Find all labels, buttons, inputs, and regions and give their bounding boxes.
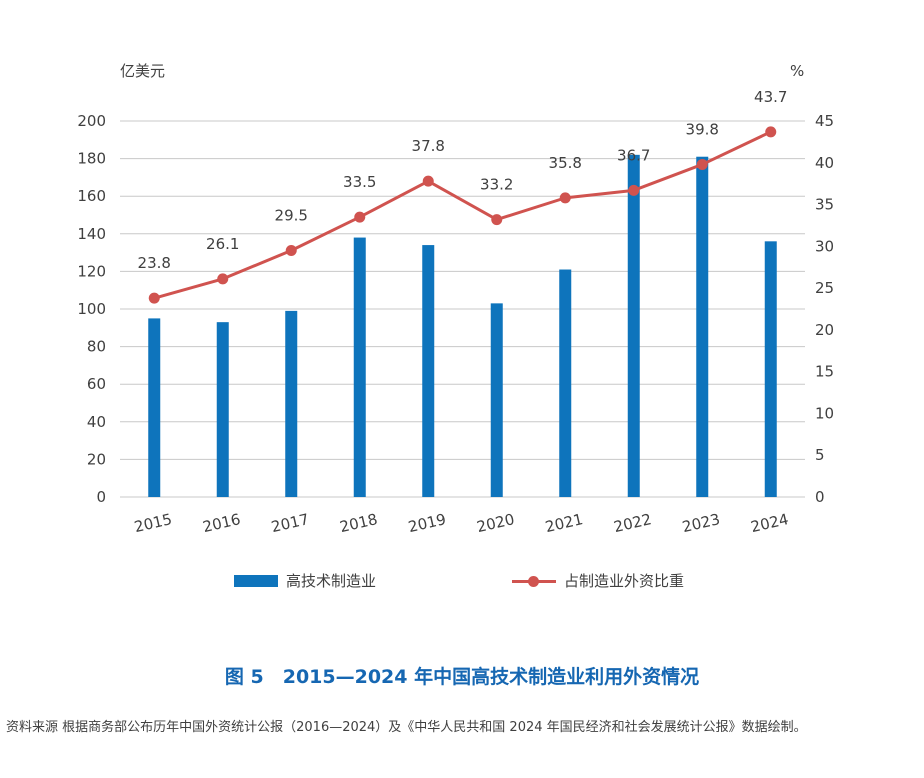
bar [285, 310, 298, 497]
right-tick-label: 5 [815, 446, 825, 464]
bar [559, 269, 572, 497]
left-tick-label: 60 [87, 375, 106, 393]
line-point [559, 192, 571, 204]
legend-bar-item: 高技术制造业 [234, 570, 376, 591]
right-tick-label: 45 [815, 112, 834, 130]
line-data-label: 23.8 [138, 254, 171, 272]
right-tick-label: 0 [815, 488, 825, 506]
line-data-label: 39.8 [686, 120, 719, 138]
x-tick-label: 2015 [132, 510, 173, 536]
line-data-label: 26.1 [206, 235, 239, 253]
line-point [696, 158, 708, 170]
figure-source: 资料来源 根据商务部公布历年中国外资统计公报（2016—2024）及《中华人民共… [6, 720, 807, 735]
line-path [153, 130, 772, 300]
right-tick-label: 10 [815, 404, 834, 422]
line-data-label: 33.5 [343, 173, 376, 191]
x-tick-label: 2020 [475, 510, 516, 536]
bar [422, 245, 435, 497]
left-tick-label: 140 [77, 225, 106, 243]
chart: 亿美元 % 0 20 40 60 80 100 120 140 160 180 200 0 5 10 15… [77, 62, 834, 536]
legend-line-label: 占制造业外资比重 [564, 572, 685, 590]
right-tick-label: 15 [815, 363, 834, 381]
line-point [148, 292, 160, 304]
left-tick-label: 120 [77, 262, 106, 280]
bar [216, 322, 229, 497]
right-tick-label: 30 [815, 237, 834, 255]
right-axis-unit: % [790, 62, 804, 80]
line-data-label: 37.8 [412, 137, 445, 155]
right-tick-label: 35 [815, 196, 834, 214]
left-tick-label: 100 [77, 300, 106, 318]
right-tick-label: 20 [815, 321, 834, 339]
figure-title: 图 5 2015—2024 年中国高技术制造业利用外资情况 [224, 666, 700, 688]
line-point [628, 184, 640, 196]
x-tick-label: 2019 [406, 510, 447, 536]
line-point [491, 214, 503, 226]
left-tick-label: 40 [87, 413, 106, 431]
x-tick-label: 2024 [749, 510, 790, 536]
x-tick-label: 2022 [612, 510, 653, 536]
left-tick-label: 0 [96, 488, 106, 506]
line-data-label: 36.7 [617, 146, 650, 164]
right-tick-label: 40 [815, 154, 834, 172]
right-axis-ticks: 0 5 10 15 20 25 30 35 40 45 [815, 112, 834, 506]
line-data-label: 33.2 [480, 176, 513, 194]
x-tick-label: 2018 [338, 510, 379, 536]
left-axis-unit: 亿美元 [120, 62, 165, 80]
left-tick-label: 20 [87, 450, 106, 468]
bar [696, 156, 709, 497]
left-tick-label: 180 [77, 150, 106, 168]
line-point [217, 273, 229, 285]
x-axis-ticks: 2015 2016 2017 2018 2019 2020 2021 2022 2023 2024 [132, 510, 790, 536]
line-point [765, 126, 777, 138]
line-point [422, 175, 434, 187]
x-tick-label: 2021 [543, 510, 584, 536]
left-tick-label: 80 [87, 338, 106, 356]
line-data-label: 29.5 [275, 207, 308, 225]
legend-line-swatch [512, 575, 556, 587]
bar [353, 237, 366, 497]
line-series: 23.8 26.1 29.5 33.5 37.8 33.2 35.8 36.7 39.8 43.7 [138, 88, 787, 304]
x-tick-label: 2017 [269, 510, 310, 536]
legend-line-item: 占制造业外资比重 [512, 570, 684, 591]
line-point [285, 245, 297, 257]
legend-bar-label: 高技术制造业 [286, 572, 377, 590]
x-tick-label: 2016 [201, 510, 242, 536]
left-tick-label: 200 [77, 112, 106, 130]
line-point [354, 211, 366, 223]
line-data-label: 35.8 [549, 154, 582, 172]
gridlines [120, 120, 805, 498]
left-tick-label: 160 [77, 187, 106, 205]
line-data-label: 43.7 [754, 88, 787, 106]
bar [148, 318, 161, 497]
bar [764, 241, 777, 497]
left-axis-ticks: 0 20 40 60 80 100 120 140 160 180 200 [77, 112, 106, 506]
bar-series [148, 154, 777, 497]
right-tick-label: 25 [815, 279, 834, 297]
legend-bar-swatch [234, 574, 278, 587]
x-tick-label: 2023 [680, 510, 721, 536]
bar [627, 154, 640, 497]
bar [490, 303, 503, 497]
